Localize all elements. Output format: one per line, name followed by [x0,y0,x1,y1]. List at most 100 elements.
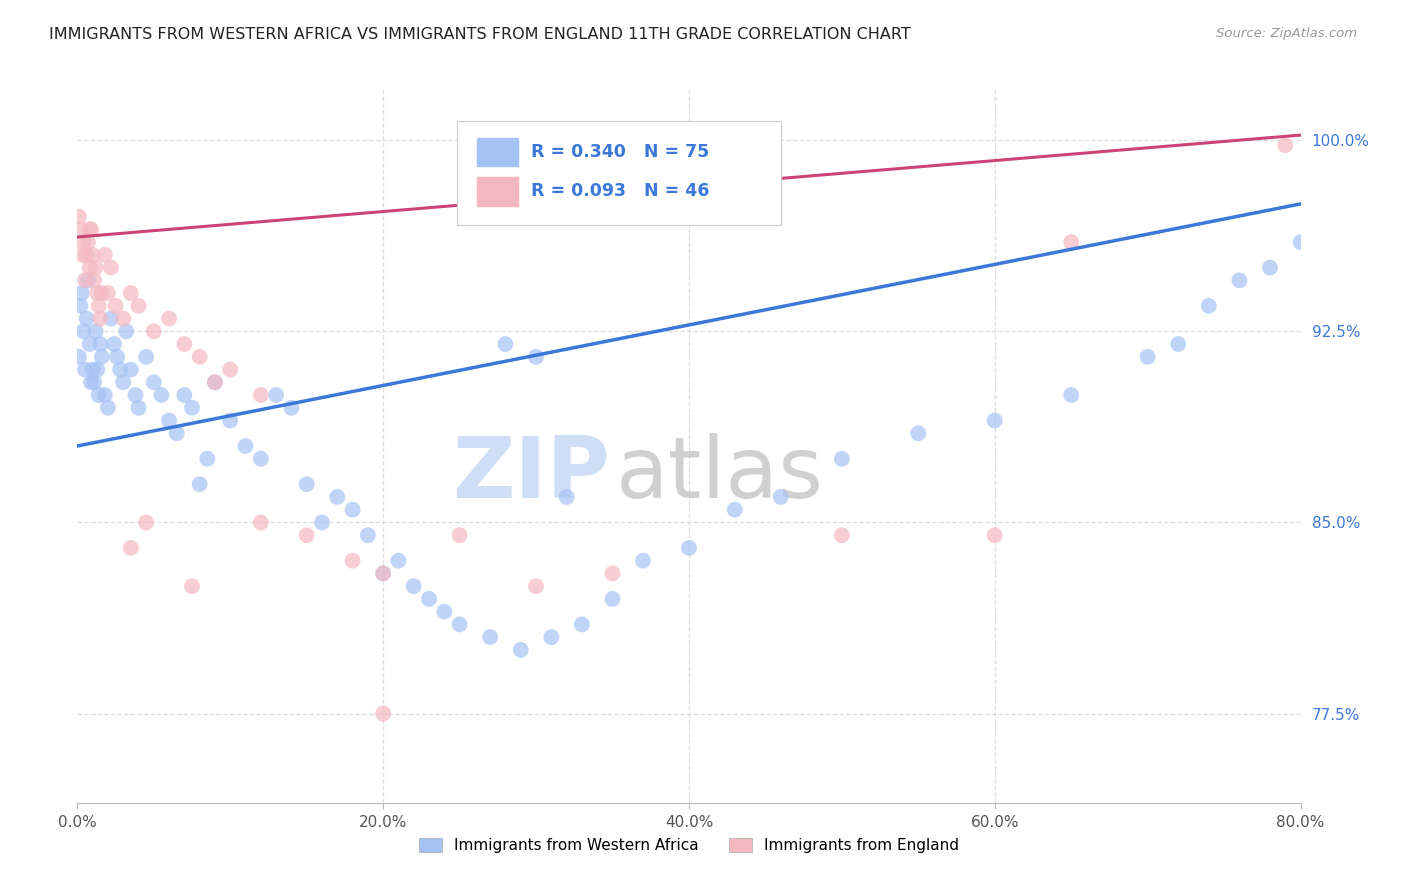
Point [82,362,104,376]
Point [195,451,218,466]
Text: R = 0.093   N = 46: R = 0.093 N = 46 [531,182,710,200]
Point [433,605,456,619]
Point [181,401,204,415]
Point [1258,260,1281,275]
Point [540,630,562,644]
Point [524,350,547,364]
Point [157,311,180,326]
Point [371,566,394,581]
Point [104,299,127,313]
Point [631,554,654,568]
Point [120,541,142,555]
Point [84,260,107,275]
Point [67,350,90,364]
Point [90,286,112,301]
Point [142,324,165,338]
Point [602,566,624,581]
Point [150,388,173,402]
Point [371,706,394,721]
Text: IMMIGRANTS FROM WESTERN AFRICA VS IMMIGRANTS FROM ENGLAND 11TH GRADE CORRELATION: IMMIGRANTS FROM WESTERN AFRICA VS IMMIGR… [49,27,911,42]
Point [127,299,149,313]
Point [1229,273,1251,287]
Point [342,502,364,516]
Point [166,426,188,441]
Point [124,388,146,402]
Point [90,350,112,364]
Point [70,248,93,262]
Point [89,337,111,351]
Point [77,273,100,287]
Point [1274,138,1296,153]
Point [479,630,502,644]
Point [86,286,108,301]
Point [571,617,593,632]
Point [1289,235,1312,249]
Point [69,222,91,236]
Point [72,235,94,249]
Point [188,477,211,491]
Point [127,401,149,415]
Point [449,617,471,632]
Point [142,376,165,390]
Point [402,579,425,593]
Point [105,350,128,364]
Point [250,451,273,466]
Point [219,413,242,427]
Bar [477,137,517,166]
Point [387,554,409,568]
Point [204,376,226,390]
Point [103,337,125,351]
Point [250,388,273,402]
Point [157,413,180,427]
Point [984,528,1007,542]
Legend: Immigrants from Western Africa, Immigrants from England: Immigrants from Western Africa, Immigran… [412,831,966,859]
Point [264,388,287,402]
Point [1060,235,1083,249]
Point [82,248,104,262]
Point [135,516,157,530]
Point [80,222,103,236]
Point [80,376,103,390]
Point [984,413,1007,427]
Point [602,591,624,606]
Point [83,273,105,287]
Point [769,490,792,504]
Point [86,362,108,376]
Point [79,260,101,275]
Point [371,566,394,581]
Text: atlas: atlas [616,433,824,516]
Point [112,311,135,326]
Point [342,554,364,568]
Point [188,350,211,364]
Point [76,311,98,326]
Point [100,311,122,326]
Point [295,477,318,491]
Point [73,273,96,287]
Point [173,388,195,402]
Point [831,528,853,542]
Point [89,311,111,326]
Point [87,388,110,402]
Point [1060,388,1083,402]
Point [204,376,226,390]
Point [94,248,117,262]
Point [219,362,242,376]
Point [250,516,273,530]
Point [907,426,929,441]
Point [357,528,380,542]
Text: ZIP: ZIP [451,433,609,516]
Point [120,286,142,301]
Text: Source: ZipAtlas.com: Source: ZipAtlas.com [1216,27,1357,40]
Point [831,451,853,466]
Point [115,324,138,338]
Point [724,502,747,516]
Point [67,210,90,224]
Point [97,401,120,415]
Point [1167,337,1189,351]
Point [97,286,120,301]
Point [79,337,101,351]
Point [449,528,471,542]
Point [173,337,195,351]
Point [135,350,157,364]
Point [72,324,94,338]
